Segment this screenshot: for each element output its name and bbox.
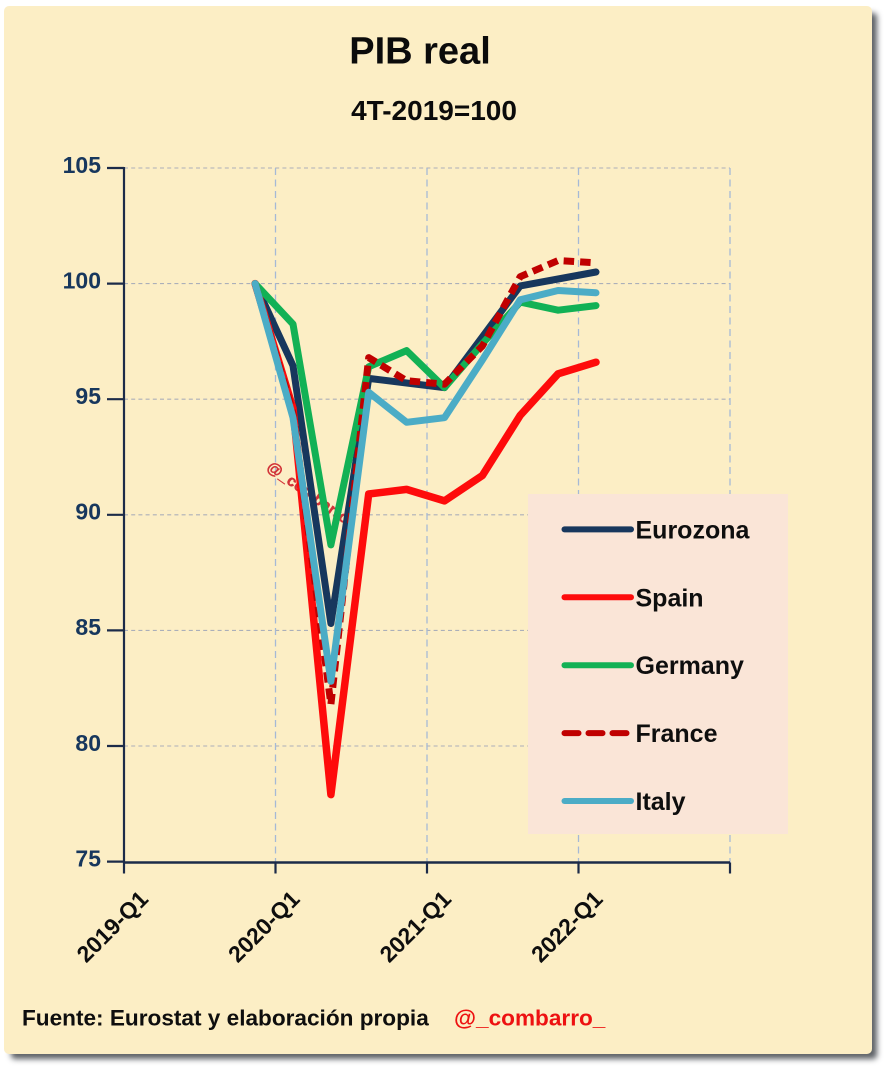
svg-text:Eurozona: Eurozona xyxy=(636,516,751,544)
svg-text:85: 85 xyxy=(75,614,101,640)
svg-text:100: 100 xyxy=(63,267,101,293)
svg-text:PIB real: PIB real xyxy=(349,31,491,73)
svg-text:Italy: Italy xyxy=(636,788,686,816)
svg-text:2020-Q1: 2020-Q1 xyxy=(223,886,305,968)
svg-text:2021-Q1: 2021-Q1 xyxy=(374,886,456,968)
svg-text:80: 80 xyxy=(75,730,101,756)
svg-text:4T-2019=100: 4T-2019=100 xyxy=(351,95,517,126)
svg-text:Fuente: Eurostat y elaboración: Fuente: Eurostat y elaboración propia xyxy=(22,1006,429,1031)
svg-text:95: 95 xyxy=(75,383,101,409)
svg-text:Spain: Spain xyxy=(636,584,704,612)
svg-text:Germany: Germany xyxy=(636,652,744,680)
svg-text:75: 75 xyxy=(75,845,101,871)
svg-text:2019-Q1: 2019-Q1 xyxy=(71,886,153,968)
svg-text:@_combarro_: @_combarro_ xyxy=(454,1006,606,1031)
svg-text:105: 105 xyxy=(63,152,102,178)
svg-text:2022-Q1: 2022-Q1 xyxy=(526,886,608,968)
svg-text:90: 90 xyxy=(75,499,101,525)
svg-text:France: France xyxy=(636,720,718,748)
